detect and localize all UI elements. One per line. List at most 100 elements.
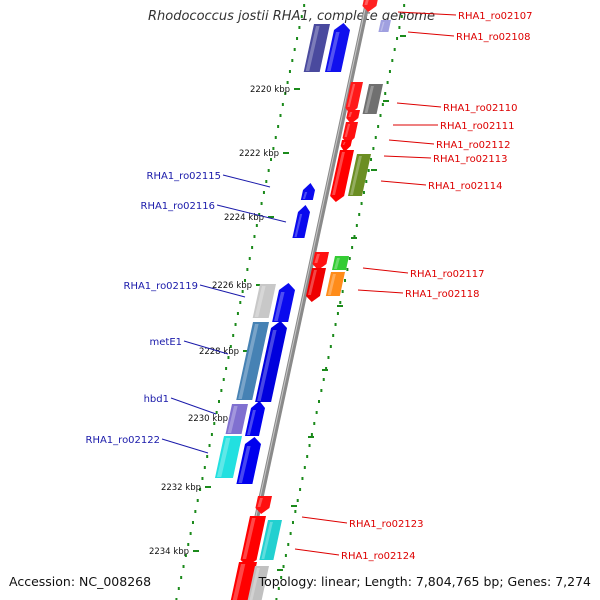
scale-dot-right — [384, 92, 387, 95]
scale-label: 2234 kbp — [149, 547, 189, 557]
scale-dot-right — [348, 257, 351, 260]
scale-dot-left — [260, 202, 263, 205]
callout-lines — [161, 11, 457, 556]
scale-dot-right — [341, 290, 344, 293]
scale-dot-left — [203, 466, 206, 469]
scale-dot-left — [199, 488, 202, 491]
scale-dot-right — [362, 191, 365, 194]
scale-dot-left — [187, 543, 190, 546]
callout-line-right — [380, 180, 427, 186]
gene-ro02123-cyan — [259, 520, 282, 560]
gene-ro02112b — [340, 140, 352, 152]
scale-dot-left — [189, 532, 192, 535]
gene-ro02118-orange — [325, 272, 345, 296]
label-rha1_ro02111: RHA1_ro02111 — [440, 121, 515, 132]
scale-dot-left — [236, 312, 239, 315]
scale-dot-left — [279, 114, 282, 117]
scale-dot-left — [191, 521, 194, 524]
scale-dot-left — [234, 323, 237, 326]
scale-ticks: 2220 kbp 2222 kbp 2224 kbp 2226 kbp 2228 kbp… — [149, 4, 406, 600]
scale-dot-left — [232, 334, 235, 337]
callout-line-right — [397, 11, 457, 16]
gene-ro02113 — [330, 150, 354, 202]
scale-dot-right — [365, 180, 368, 183]
gene-ro02116 — [292, 205, 310, 238]
callout-line-right — [396, 102, 442, 108]
label-rha1_ro02108: RHA1_ro02108 — [456, 32, 531, 43]
scale-dot-left — [239, 301, 242, 304]
label-rha1_ro02119: RHA1_ro02119 — [124, 281, 199, 292]
scale-dot-right — [284, 554, 287, 557]
scale-dot-right — [277, 587, 280, 590]
callout-line-right — [388, 139, 435, 145]
gene-features — [214, 0, 391, 600]
scale-dot-right — [353, 235, 356, 238]
scale-dot-left — [241, 290, 244, 293]
callout-line-left — [170, 397, 217, 415]
gene-ro02122 — [236, 437, 261, 484]
scale-dot-right — [379, 114, 382, 117]
scale-dot-left — [182, 565, 185, 568]
scale-dot-right — [396, 37, 399, 40]
scale-dot-left — [251, 246, 254, 249]
gene-ro02118-red — [305, 268, 326, 302]
scale-dot-left — [253, 235, 256, 238]
scale-label: 2230 kbp — [188, 414, 228, 424]
scale-dot-left — [298, 26, 301, 29]
scale-dot-left — [270, 158, 273, 161]
scale-dot-right — [287, 543, 290, 546]
scale-dot-right — [388, 70, 391, 73]
accession-text: Accession: NC_008268 — [9, 574, 152, 589]
scale-dot-right — [280, 576, 283, 579]
label-rha1_ro02115: RHA1_ro02115 — [147, 171, 222, 182]
label-rha1_ro02124: RHA1_ro02124 — [341, 551, 416, 562]
callout-line-left — [199, 284, 246, 298]
scale-dot-right — [329, 345, 332, 348]
label-rha1_ro02118: RHA1_ro02118 — [405, 289, 480, 300]
scale-dot-left — [258, 213, 261, 216]
scale-dot-right — [306, 455, 309, 458]
callout-line-left — [222, 174, 271, 188]
scale-dot-left — [248, 257, 251, 260]
scale-dot-right — [393, 48, 396, 51]
scale-dot-left — [281, 103, 284, 106]
gene-ro02123-red — [240, 516, 266, 566]
scale-dot-right — [398, 26, 401, 29]
gene-ro02124-gray — [247, 566, 269, 600]
scale-dot-right — [315, 411, 318, 414]
scale-dot-left — [220, 389, 223, 392]
scale-dot-right — [377, 125, 380, 128]
scale-dot-left — [284, 92, 287, 95]
scale-dot-right — [322, 378, 325, 381]
scale-dot-right — [344, 279, 347, 282]
scale-dot-left — [274, 136, 277, 139]
gene-ro02119-blue — [272, 283, 295, 322]
scale-label: 2232 kbp — [161, 483, 201, 493]
scale-dot-right — [282, 565, 285, 568]
scale-dot-right — [374, 136, 377, 139]
scale-dot-right — [370, 158, 373, 161]
scale-label: 2220 kbp — [250, 85, 290, 95]
scale-dot-right — [294, 510, 297, 513]
scale-dot-right — [313, 422, 316, 425]
scale-dot-left — [208, 444, 211, 447]
scale-dot-left — [227, 356, 230, 359]
scale-dot-left — [201, 477, 204, 480]
scale-dot-left — [210, 433, 213, 436]
scale-dot-right — [310, 433, 313, 436]
gene-hbd1 — [244, 401, 265, 436]
callout-line-left — [183, 340, 229, 355]
scale-dot-right — [303, 466, 306, 469]
gene-ro02110 — [345, 82, 363, 114]
callout-line-right — [357, 289, 404, 294]
scale-dot-left — [177, 587, 180, 590]
gene-blue-upper — [324, 23, 350, 72]
scale-dot-right — [291, 521, 294, 524]
scale-dot-left — [215, 411, 218, 414]
scale-dot-left — [184, 554, 187, 557]
scale-dot-left — [296, 37, 299, 40]
scale-dot-left — [262, 191, 265, 194]
label-rha1_ro02117: RHA1_ro02117 — [410, 269, 485, 280]
callout-line-right — [407, 31, 455, 37]
scale-dot-right — [296, 499, 299, 502]
